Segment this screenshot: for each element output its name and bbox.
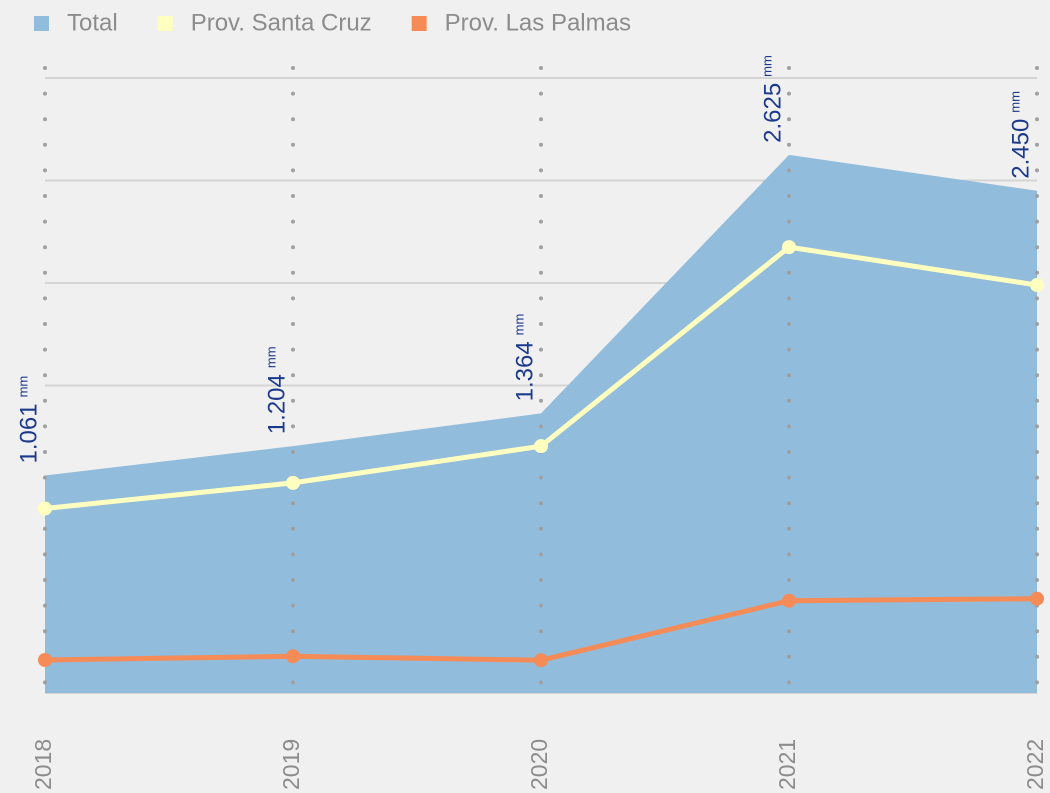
point: [38, 652, 52, 667]
value-label: 1.364: [511, 341, 538, 401]
legend-swatch: [34, 16, 49, 31]
point: [38, 501, 52, 516]
point: [286, 475, 300, 490]
value-label: 2.625: [759, 83, 786, 143]
legend-label: Prov. Santa Cruz: [191, 9, 372, 36]
point: [534, 439, 548, 454]
legend-swatch: [157, 16, 173, 31]
value-unit: mm: [263, 346, 278, 368]
point: [1030, 591, 1044, 606]
x-tick-label: 2021: [774, 739, 800, 790]
point: [782, 593, 796, 608]
value-unit: mm: [511, 314, 526, 336]
value-unit: mm: [15, 376, 30, 398]
value-unit: mm: [1007, 91, 1022, 113]
x-tick-label: 2018: [30, 739, 56, 790]
legend-label: Total: [67, 9, 118, 36]
legend-label: Prov. Las Palmas: [445, 9, 631, 36]
point: [286, 649, 300, 664]
x-tick-label: 2020: [526, 739, 552, 790]
point: [1030, 278, 1044, 293]
value-unit: mm: [759, 55, 774, 77]
point: [534, 653, 548, 668]
legend-swatch: [411, 16, 427, 31]
point: [782, 240, 796, 255]
value-label: 2.450: [1007, 119, 1034, 179]
x-tick-label: 2022: [1022, 739, 1048, 790]
value-label: 1.204: [263, 374, 290, 434]
x-tick-label: 2019: [278, 739, 304, 790]
area: [45, 154, 1037, 693]
value-label: 1.061: [15, 403, 42, 463]
